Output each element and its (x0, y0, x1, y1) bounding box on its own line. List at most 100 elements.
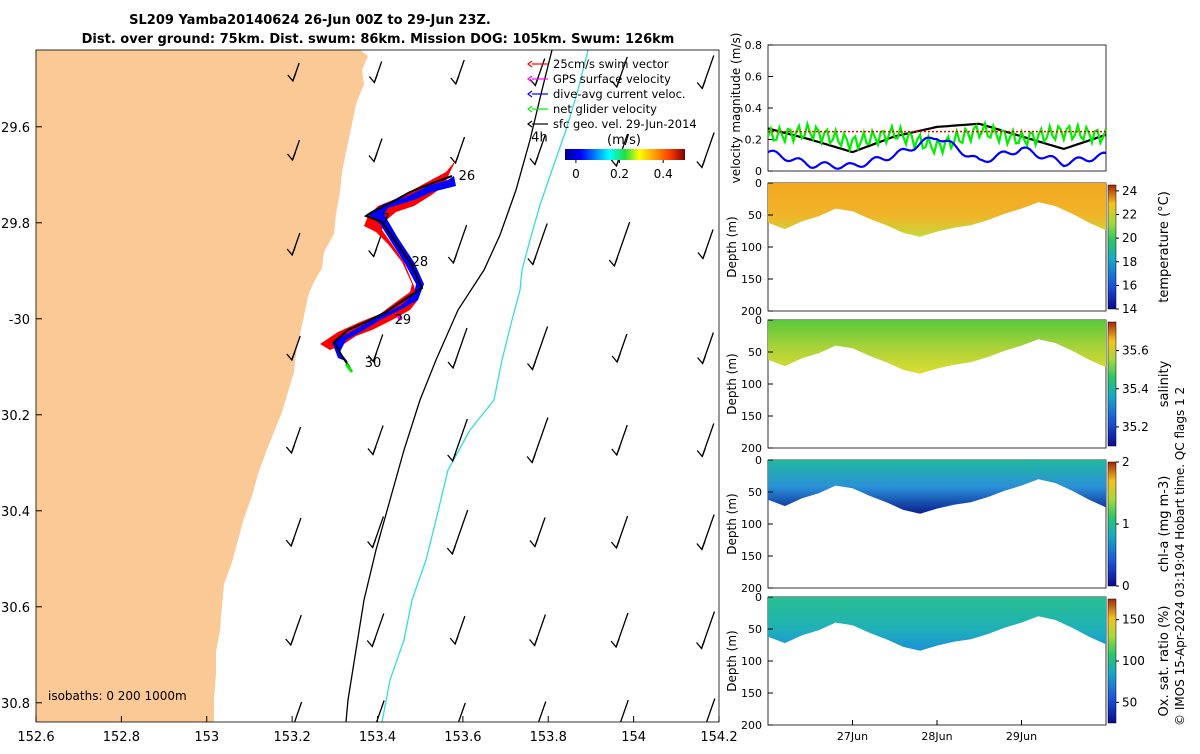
velocity-vector-head (611, 728, 619, 736)
temperature-y-label: Depth (m) (725, 216, 739, 277)
temperature-y-tick-label: 150 (741, 273, 762, 286)
velocity-vector (537, 701, 547, 722)
map-x-axis: 152.6 152.8 153 153.2 153.4 153.6 153.8 154 154.… (17, 716, 738, 745)
salinity-y-tick-label: 200 (741, 442, 762, 455)
velocity-vector-head (697, 250, 707, 260)
legend-swatch-head (527, 75, 533, 83)
salinity-colorbar-tick-label: 35.6 (1122, 344, 1149, 358)
velocity-vector-head (697, 355, 707, 365)
velocity-vector-head (449, 635, 459, 646)
velocity-vector-head (449, 154, 460, 165)
velocity-vector-head (447, 452, 457, 463)
chl-a-y-tick-label: 100 (741, 518, 762, 531)
temperature-colorbar-tick-label: 24 (1122, 184, 1137, 198)
temperature-y-tick-label: 100 (741, 241, 762, 254)
oxygen-y-tick-label: 100 (741, 655, 762, 668)
day-label: 7 (382, 212, 390, 227)
velocity-vector-head (287, 72, 297, 83)
map-x-tick-label: 153.4 (359, 730, 396, 745)
map-y-tick-label: 30.2 (1, 409, 30, 424)
velocity-vector-head (529, 538, 539, 548)
temperature-colorbar-tick-label: 20 (1122, 231, 1137, 245)
velocity-vector-head (368, 153, 378, 163)
velocity-series-line (767, 122, 1107, 154)
title-line-1: SL209 Yamba20140624 26-Jun 00Z to 29-Jun… (129, 13, 491, 28)
map-y-axis: 29.6 29.8 -30 30.2 30.4 30.6 30.8 (1, 121, 42, 712)
map-x-tick-label: 153.8 (530, 730, 567, 745)
temperature-y-tick-label: 50 (748, 209, 762, 222)
oxygen-y-tick-label: 50 (748, 623, 762, 636)
velocity-y-tick-label: 0.8 (745, 39, 763, 52)
velocity-vector (293, 701, 303, 722)
salinity-y-tick-label: 0 (755, 314, 762, 327)
map-y-tick-label: 29.6 (1, 121, 30, 136)
map-x-tick-label: 153.6 (444, 730, 481, 745)
temperature-colorbar-tick-label: 18 (1122, 255, 1137, 269)
salinity-y-tick-label: 150 (741, 410, 762, 423)
velocity-vector-head (696, 448, 706, 458)
day-label: 30 (365, 356, 382, 371)
isobath-1000m (345, 50, 553, 722)
oxygen-colorbar-label: Ox. sat. ratio (%) (1157, 606, 1172, 717)
colorbar-gradient (565, 149, 685, 160)
gps-surface-velocity-dot (397, 315, 403, 321)
chl-a-colorbar (1107, 461, 1117, 587)
salinity-panel: 0 50 100 150 200 Depth (m) 35.2 35.4 35.6 salinit… (725, 314, 1172, 455)
legend-entry: dive-avg current veloc. (553, 87, 686, 101)
colorbar-tick-label: 0.2 (610, 167, 629, 181)
velocity-vector-head (367, 539, 377, 549)
colorbar-tick-label: 0.4 (654, 167, 673, 181)
chl-a-y-tick-label: 200 (741, 582, 762, 595)
legend-entry: GPS surface velocity (553, 72, 671, 86)
velocity-vector-head (610, 638, 620, 649)
velocity-vector-head (696, 541, 706, 551)
oxygen-colorbar-tick-label: 150 (1122, 613, 1145, 627)
temperature-colorbar-tick-label: 16 (1122, 278, 1137, 292)
chl-a-colorbar-tick-label: 2 (1122, 455, 1130, 469)
temperature-colorbar-tick-label: 22 (1122, 208, 1137, 222)
land (36, 50, 368, 722)
day-label: 4h (531, 130, 548, 145)
time-tick-label: 27Jun (837, 730, 868, 743)
salinity-y-tick-label: 50 (748, 346, 762, 359)
velocity-vector-head (286, 351, 296, 362)
legend-swatch-head (527, 90, 533, 98)
chl-a-y-tick-label: 150 (741, 550, 762, 563)
velocity-vector-head (526, 361, 537, 371)
velocity-plot-area (767, 44, 1107, 172)
chl-a-colorbar-label: chl-a (mg m-3) (1157, 476, 1172, 573)
salinity-colorbar-tick-label: 35.2 (1122, 420, 1149, 434)
oxygen-y-label: Depth (m) (725, 630, 739, 691)
surface-velocity-vectors (285, 55, 716, 736)
velocity-vector (457, 702, 466, 722)
velocity-vector-head (447, 254, 457, 265)
velocity-vector-head (285, 537, 295, 548)
glider-track (320, 160, 456, 373)
velocity-vector (705, 698, 716, 722)
map-y-tick-label: 30.6 (1, 601, 30, 616)
temperature-colorbar-label: temperature (°C) (1157, 191, 1172, 303)
map-y-tick-label: 30.4 (1, 505, 30, 520)
velocity-vector-head (368, 248, 378, 258)
velocity-y-tick-label: 0.2 (745, 134, 763, 147)
velocity-y-tick-label: 0 (755, 165, 762, 178)
velocity-series-line (766, 119, 1108, 158)
velocity-vector-head (526, 454, 536, 464)
time-tick-label: 28Jun (921, 730, 952, 743)
velocity-vector-head (611, 353, 621, 364)
legend-entry: 25cm/s swim vector (553, 57, 669, 71)
legend-entry: net glider velocity (553, 102, 657, 116)
legend-swatch-head (527, 120, 533, 128)
salinity-colorbar-label: salinity (1157, 360, 1172, 407)
velocity-vector-head (367, 446, 377, 456)
velocity-vector-head (696, 80, 706, 90)
day-label: 26 (459, 169, 476, 184)
velocity-vector-head (611, 78, 621, 89)
isobaths-label: isobaths: 0 200 1000m (48, 689, 187, 703)
salinity-section (768, 320, 1106, 374)
chl-a-section (768, 460, 1106, 514)
chl-a-y-label: Depth (m) (725, 493, 739, 554)
